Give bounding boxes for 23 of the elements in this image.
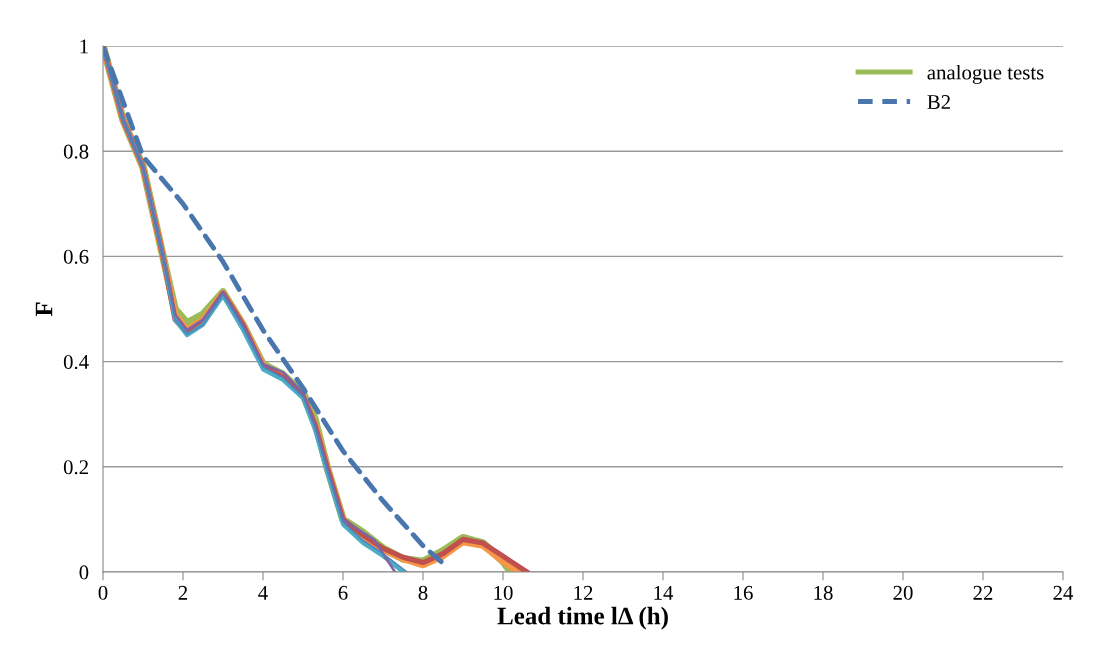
- x-tick-label: 16: [734, 585, 753, 600]
- y-axis-title: F: [35, 302, 53, 317]
- y-tick-label: 0: [79, 565, 89, 580]
- y-tick-label: 0.4: [63, 354, 89, 370]
- x-tick-label: 24: [1053, 585, 1074, 600]
- y-tick-label: 0.6: [63, 249, 89, 264]
- x-tick-label: 2: [178, 585, 188, 600]
- x-tick-label: 8: [418, 585, 428, 600]
- x-tick-label: 22: [973, 585, 993, 600]
- x-tick-label: 20: [893, 585, 913, 600]
- legend-label: analogue tests: [927, 64, 1044, 84]
- x-tick-label: 6: [338, 585, 348, 600]
- x-tick-label: 12: [574, 585, 593, 600]
- x-tick-label: 0: [98, 585, 108, 600]
- x-tick-label: 18: [814, 585, 833, 600]
- legend-label: B2: [927, 95, 950, 109]
- x-axis-title: Lead time lΔ (h): [497, 606, 668, 630]
- y-tick-label: 0.8: [63, 144, 89, 159]
- y-tick-label: 0.2: [63, 460, 88, 475]
- y-tick-label: 1: [80, 39, 88, 54]
- x-tick-label: 14: [654, 585, 674, 600]
- x-tick-label: 4: [258, 585, 268, 600]
- x-tick-label: 10: [494, 585, 513, 600]
